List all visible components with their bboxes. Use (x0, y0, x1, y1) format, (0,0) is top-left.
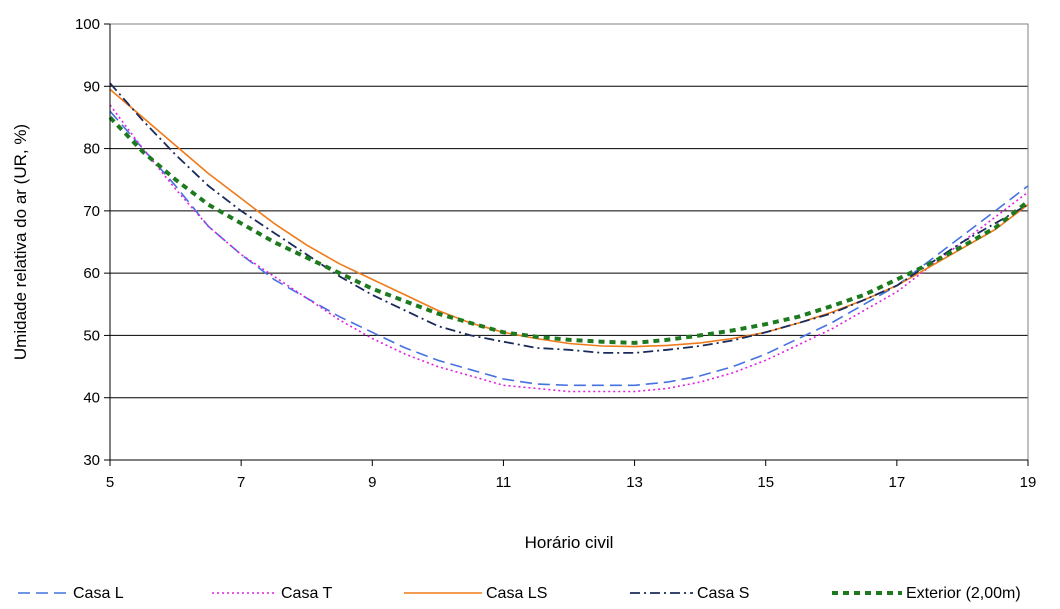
x-tick-label: 9 (368, 474, 376, 491)
y-tick-label: 70 (83, 203, 100, 220)
x-tick-label: 15 (757, 474, 774, 491)
axes-layer: 30 40 50 60 70 80 90 100 5 7 9 11 13 15 17 19 (75, 16, 1036, 491)
x-tick-label: 19 (1020, 474, 1037, 491)
legend-item: Casa S (630, 585, 749, 602)
legend-item: Exterior (2,00m) (832, 585, 1021, 602)
series-line-3 (109, 82, 1029, 354)
legend-item: Casa T (212, 585, 333, 602)
y-axis-title: Umidade relativa do ar (UR, %) (11, 124, 30, 360)
legend-label: Casa L (73, 585, 124, 602)
x-tick-label: 13 (626, 474, 643, 491)
y-tick-label: 80 (83, 141, 100, 158)
series-line-0 (109, 110, 1029, 387)
x-axis-title: Horário civil (525, 533, 614, 552)
series-line-2 (109, 88, 1029, 348)
legend-label: Casa T (281, 585, 333, 602)
y-tick-label: 90 (83, 78, 100, 95)
legend-label: Exterior (2,00m) (906, 585, 1021, 602)
series-line-1 (109, 104, 1029, 393)
y-tick-label: 30 (83, 452, 100, 469)
legend-label: Casa LS (486, 585, 547, 602)
y-tick-label: 50 (83, 327, 100, 344)
gridlines (110, 23, 1028, 461)
legend-label: Casa S (697, 585, 749, 602)
y-tick-label: 60 (83, 265, 100, 282)
legend-item: Casa LS (404, 585, 547, 602)
series-layer (108, 82, 1030, 393)
legend-item: Casa L (18, 585, 124, 602)
x-tick-label: 11 (496, 474, 512, 491)
y-tick-label: 40 (83, 390, 100, 407)
legend: Casa L Casa T Casa LS Casa S Exterior (2,00m… (18, 585, 1021, 602)
series-line-4 (108, 116, 1030, 345)
y-tick-label: 100 (75, 16, 100, 33)
x-tick-label: 5 (106, 474, 114, 491)
x-tick-label: 7 (237, 474, 245, 491)
x-tick-label: 17 (889, 474, 906, 491)
